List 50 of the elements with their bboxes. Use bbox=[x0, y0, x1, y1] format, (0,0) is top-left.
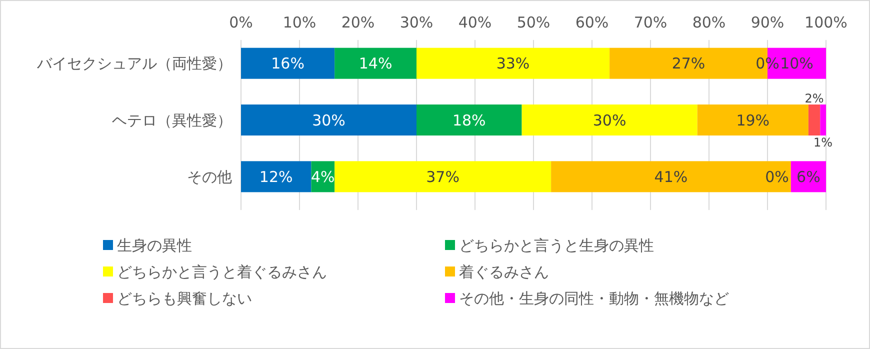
x-tick-label: 40% bbox=[458, 13, 492, 32]
bar bbox=[416, 48, 610, 79]
legend-label: どちらも興奮しない bbox=[117, 289, 252, 308]
data-label: 0% bbox=[756, 54, 780, 73]
legend-label: その他・生身の同性・動物・無機物など bbox=[459, 289, 729, 308]
data-label: 33% bbox=[496, 54, 530, 73]
y-tick-label: バイセクシュアル（両性愛） bbox=[36, 54, 232, 73]
data-label: 6% bbox=[796, 168, 820, 186]
bar bbox=[808, 104, 820, 136]
data-label: 18% bbox=[452, 111, 486, 130]
data-label: 2% bbox=[804, 92, 824, 106]
bar bbox=[820, 104, 826, 136]
legend-label: どちらかと言うと生身の異性 bbox=[459, 236, 654, 254]
data-label: 30% bbox=[312, 111, 346, 130]
data-label: 14% bbox=[358, 54, 392, 73]
data-label: 30% bbox=[592, 111, 626, 130]
x-tick-label: 80% bbox=[692, 13, 726, 32]
bar bbox=[334, 161, 552, 192]
x-tick-label: 90% bbox=[750, 13, 784, 32]
bar bbox=[241, 161, 312, 192]
data-label: 10% bbox=[780, 54, 814, 73]
x-tick-label: 50% bbox=[516, 13, 550, 32]
bar bbox=[416, 104, 522, 136]
bar bbox=[551, 161, 791, 192]
bar bbox=[522, 104, 698, 136]
x-tick-label: 70% bbox=[634, 13, 668, 32]
data-label: 19% bbox=[736, 111, 770, 130]
data-label: 1% bbox=[814, 136, 833, 150]
y-tick-label: ヘテロ（異性愛） bbox=[112, 111, 232, 130]
data-label: 41% bbox=[654, 168, 688, 186]
x-tick-label: 20% bbox=[341, 13, 375, 32]
data-label: 12% bbox=[259, 168, 293, 186]
bar bbox=[241, 48, 335, 79]
x-tick-label: 30% bbox=[400, 13, 434, 32]
legend-label: 生身の異性 bbox=[117, 236, 192, 254]
bar bbox=[241, 104, 416, 136]
legend-label: 着ぐるみさん bbox=[459, 262, 549, 281]
x-tick-label: 60% bbox=[575, 13, 609, 32]
x-tick-label: 10% bbox=[282, 13, 316, 32]
data-label: 27% bbox=[672, 54, 706, 73]
data-label: 37% bbox=[426, 168, 460, 186]
x-tick-label: 0% bbox=[229, 13, 253, 32]
data-label: 0% bbox=[765, 168, 789, 186]
y-tick-label: その他 bbox=[187, 168, 232, 186]
data-label: 16% bbox=[271, 54, 304, 73]
bar bbox=[334, 48, 416, 79]
data-label: 4% bbox=[311, 168, 335, 186]
x-tick-label: 100% bbox=[804, 13, 848, 32]
bar bbox=[697, 104, 808, 136]
legend-label: どちらかと言うと着ぐるみさん bbox=[117, 262, 327, 281]
